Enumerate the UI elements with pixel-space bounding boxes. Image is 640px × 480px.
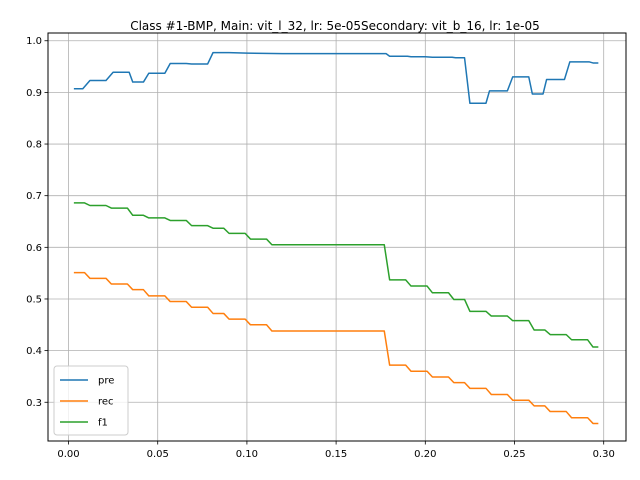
legend-label-rec: rec <box>98 397 114 408</box>
x-tick-label: 0.25 <box>503 449 525 460</box>
y-tick-label: 0.4 <box>26 346 42 357</box>
grid-lines <box>48 33 626 441</box>
y-tick-label: 0.6 <box>26 243 42 254</box>
y-axis-ticks: 0.3 0.4 0.5 0.6 0.7 0.8 0.9 1.0 <box>26 36 48 409</box>
series-line-pre <box>73 51 599 104</box>
y-tick-label: 0.9 <box>26 88 42 99</box>
y-tick-label: 0.8 <box>26 140 42 151</box>
y-tick-label: 0.7 <box>26 191 42 202</box>
y-tick-label: 0.5 <box>26 294 42 305</box>
y-tick-label: 0.3 <box>26 398 42 409</box>
axes-frame <box>47 32 627 442</box>
x-axis-ticks: 0.00 0.05 0.10 0.15 0.20 0.25 0.30 <box>57 441 615 460</box>
legend-label-f1: f1 <box>98 418 108 429</box>
x-tick-label: 0.20 <box>414 449 436 460</box>
series-line-rec <box>73 271 599 425</box>
legend-label-pre: pre <box>98 376 114 387</box>
x-tick-label: 0.15 <box>325 449 347 460</box>
chart-title: Class #1-BMP, Main: vit_l_32, lr: 5e-05S… <box>130 19 540 33</box>
x-tick-label: 0.05 <box>147 449 169 460</box>
series-line-f1 <box>73 202 599 348</box>
series-layer <box>73 51 599 425</box>
y-tick-label: 1.0 <box>26 36 42 47</box>
x-tick-label: 0.30 <box>593 449 615 460</box>
x-tick-label: 0.00 <box>57 449 79 460</box>
x-tick-label: 0.10 <box>236 449 258 460</box>
legend-box <box>53 365 129 436</box>
legend: pre rec f1 <box>53 365 129 436</box>
